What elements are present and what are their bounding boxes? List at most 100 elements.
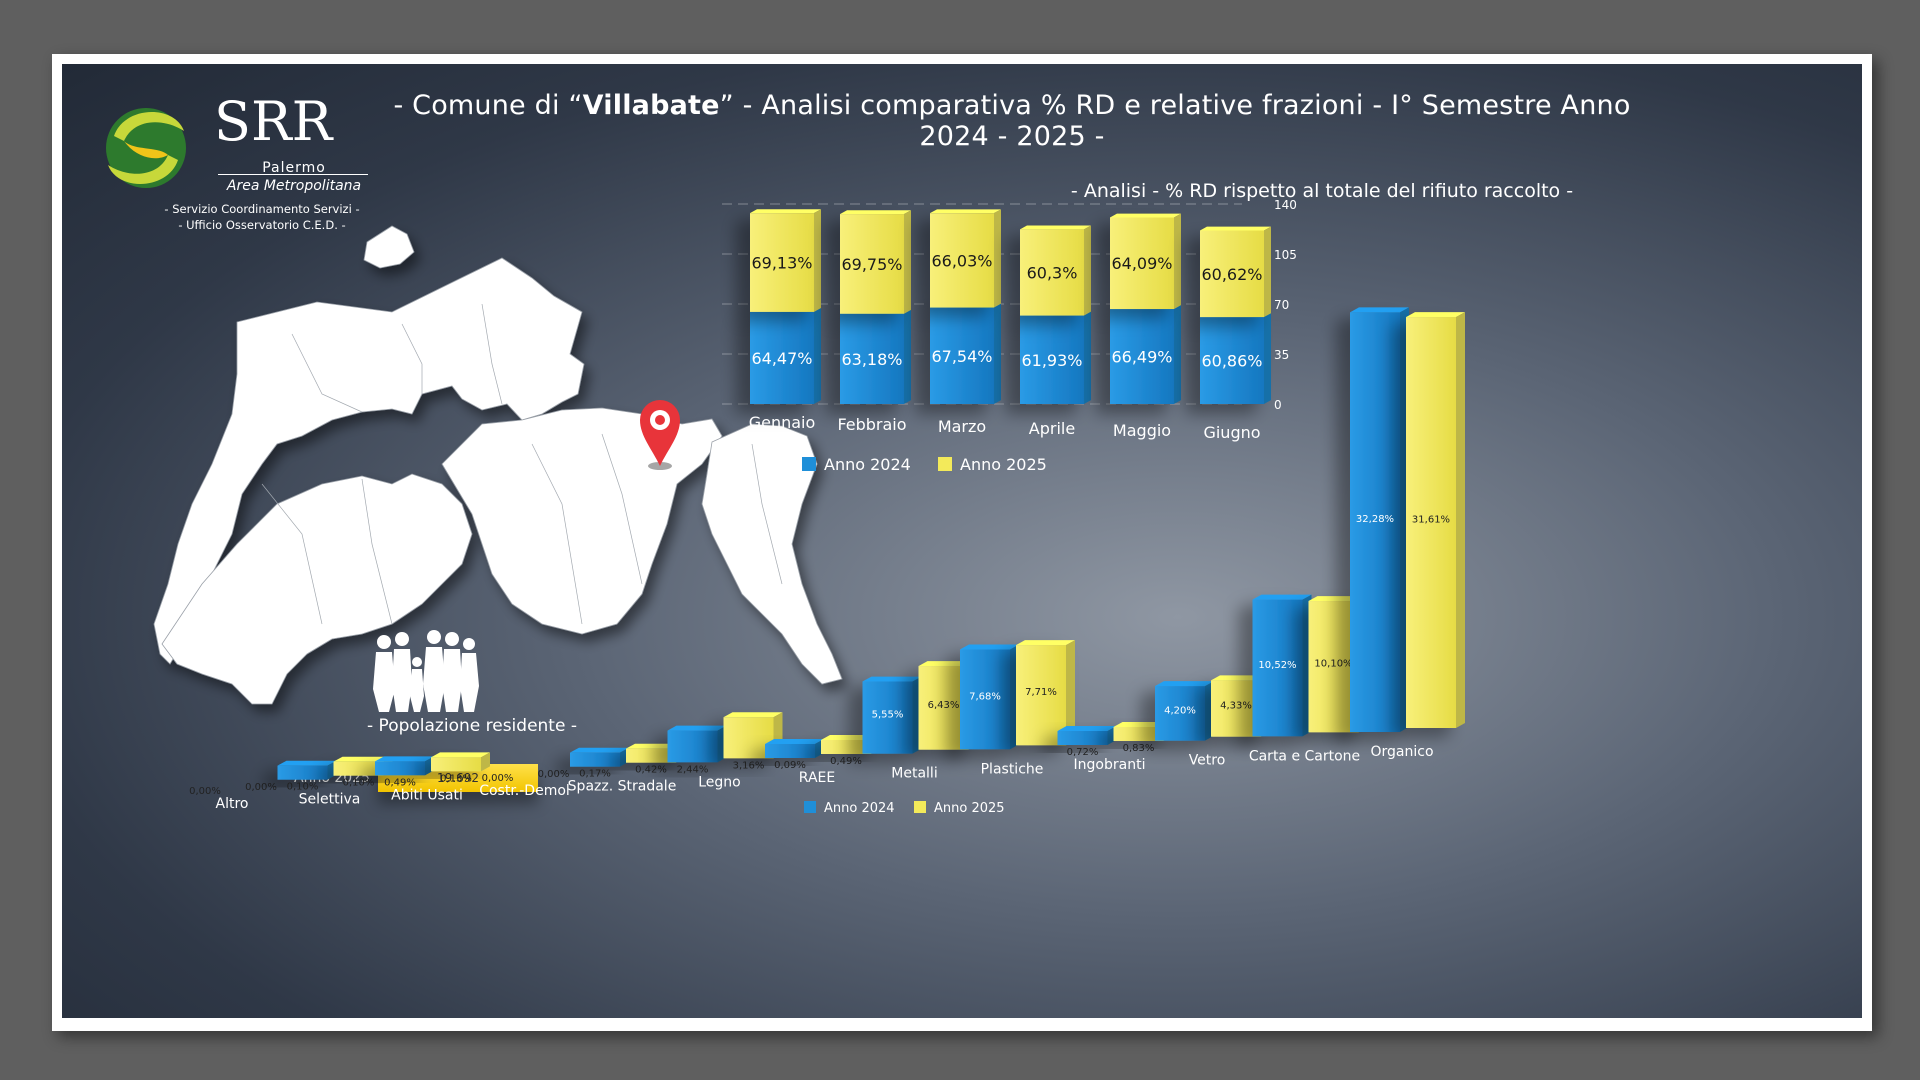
legend-label-2024: Anno 2024 [824,455,911,474]
logo-line1: Palermo [262,160,326,176]
fraction-label-2024: 10,52% [1258,660,1296,671]
y-tick-label: 140 [1274,198,1297,212]
population-label: - Popolazione residente - [367,716,577,736]
x-tick-label: Aprile [1029,419,1075,438]
territory-map [153,225,843,712]
bar-2024-aprile [1020,311,1091,404]
fraction-label-2025: 7,71% [1025,687,1057,698]
srr-logo-icon [106,108,186,188]
bar-2025-marzo [930,209,1001,308]
island-shape [363,225,415,269]
bar-2025-febbraio [840,210,911,314]
central-territory-shape [441,407,723,635]
service-line2: - Ufficio Osservatorio C.E.D. - [178,218,346,232]
fraction-label-2024: 0,10% [287,782,319,793]
fraction-category-label: Costr.-Demol [479,783,570,799]
legend-label-2025: Anno 2025 [960,455,1047,474]
x-tick-label: Maggio [1113,421,1171,440]
fraction-label-2024: 0,00% [189,786,221,797]
fraction-label-2025: 6,43% [928,700,960,711]
page-title: - Comune di “Villabate” - Analisi compar… [393,90,1631,152]
fraction-label-2024: 0,72% [1067,747,1099,758]
fraction-bar-2024 [1057,726,1117,745]
fraction-bar-2025 [1406,312,1465,728]
south-territory-shape [161,473,473,705]
data-label-2025: 66,03% [931,251,992,270]
fraction-bar-2024 [667,725,727,763]
rd-chart-title: - Analisi - % RD rispetto al totale del … [1070,180,1574,202]
fraction-category-label: Metalli [891,766,937,782]
fraction-label-2024: 4,20% [1164,705,1196,716]
legend-swatch-2024 [802,457,816,471]
data-label-2025: 69,13% [751,254,812,273]
bar-2025-gennaio [750,209,821,312]
fraction-label-2025: 0,42% [635,765,667,776]
charts-canvas: 0 35 70 105 140 64,47% 69,13% Gennaio 63,18% 69,7… [189,198,1465,816]
fraction-label-2024: 32,28% [1356,514,1394,525]
fraction-label-2024: 2,44% [677,764,709,775]
data-label-2025: 69,75% [841,255,902,274]
fraction-label-2025: 0,49% [830,756,862,767]
fraction-label-2025: 0,10% [343,778,375,789]
legend2-label-2025: Anno 2025 [934,801,1005,816]
fraction-label-2025: 0,13% [440,773,472,784]
service-line1: - Servizio Coordinamento Servizi - [164,202,360,216]
data-label-2024: 67,54% [931,347,992,366]
fraction-bar-2024 [765,739,824,758]
fraction-category-label: RAEE [799,770,835,786]
x-tick-label: Gennaio [749,413,816,432]
fraction-label-2024: 0,17% [579,769,611,780]
data-label-2024: 64,47% [751,349,812,368]
legend-swatch-2025 [938,457,952,471]
fraction-category-label: Plastiche [981,761,1044,777]
srr-logo: SRR Palermo Area Metropolitana [94,90,368,206]
fraction-bar-2025 [431,752,490,772]
y-tick-label: 105 [1274,248,1297,262]
fraction-label-2025: 31,61% [1412,515,1450,526]
fraction-bar-2024 [1350,307,1409,732]
people-icon [373,630,479,712]
bar-2025-giugno [1200,226,1271,318]
logo-divider [218,174,368,175]
y-tick-label: 70 [1274,298,1289,312]
bar-2024-giugno [1200,313,1271,404]
fraction-label-2024: 0,49% [384,777,416,788]
x-tick-label: Giugno [1203,423,1260,442]
data-label-2025: 60,3% [1027,263,1078,282]
legend2-swatch-2025 [914,801,926,813]
legend2-label-2024: Anno 2024 [824,801,895,816]
fraction-label-2025: 10,10% [1314,659,1352,670]
data-label-2025: 64,09% [1111,254,1172,273]
x-tick-label: Marzo [938,417,986,436]
fraction-category-label: Ingobranti [1074,757,1146,773]
fraction-bar-2024 [1252,594,1312,737]
fraction-category-label: Legno [698,774,741,790]
west-territory-shape [153,257,585,665]
location-pin-icon [640,400,680,470]
fraction-bar-2024 [375,756,434,776]
fraction-bar-2024 [570,747,629,767]
x-tick-label: Febbraio [837,415,906,434]
fraction-category-label: Selettiva [299,792,361,808]
fraction-label-2025: 4,33% [1220,701,1252,712]
fraction-label-2024: 7,68% [969,691,1001,702]
fraction-category-label: Organico [1370,744,1433,760]
city-name: Villabate [582,90,720,121]
fraction-label-2025: 3,16% [733,760,765,771]
fraction-bar-2025 [1016,640,1075,746]
fraction-bar-2024 [277,760,337,780]
data-label-2024: 61,93% [1021,351,1082,370]
legend2-swatch-2024 [804,801,816,813]
logo-name: SRR [214,90,333,153]
fraction-category-label: Altro [216,796,249,812]
data-label-2024: 66,49% [1111,348,1172,367]
fraction-category-label: Vetro [1189,753,1226,769]
east-territory-shape [701,423,843,685]
rd-chart: 0 35 70 105 140 64,47% 69,13% Gennaio 63,18% 69,7… [722,198,1297,474]
infographic-panel: - Comune di “Villabate” - Analisi compar… [62,64,1862,1018]
logo-line2: Area Metropolitana [226,178,362,194]
fraction-category-label: Abiti Usati [391,787,463,803]
y-tick-label: 0 [1274,398,1282,412]
data-label-2025: 60,62% [1201,265,1262,284]
